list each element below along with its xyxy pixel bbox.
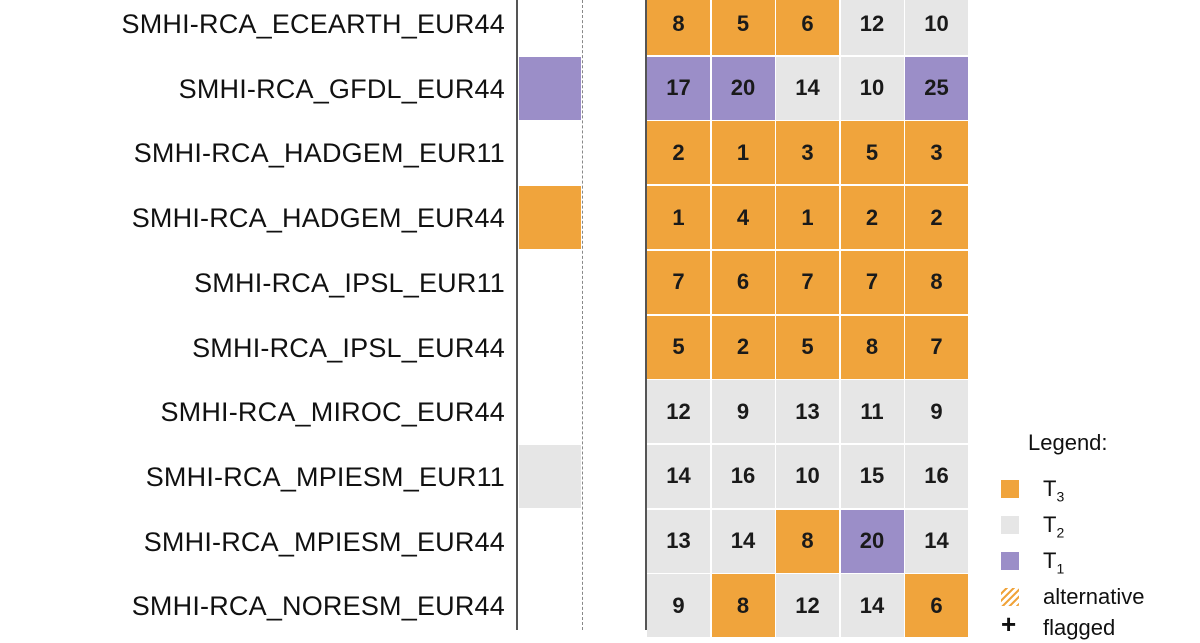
side-indicator-cell (519, 444, 581, 508)
left-axis-line (516, 0, 518, 630)
heatmap-cell: 13 (776, 380, 839, 444)
plus-icon: + (1001, 609, 1017, 639)
heatmap-cell: 16 (711, 444, 775, 508)
heatmap-cell: 8 (711, 574, 775, 638)
legend-title: Legend: (1028, 430, 1108, 455)
heatmap-cell: 17 (647, 56, 710, 120)
heatmap-cell: 25 (905, 56, 968, 120)
heatmap-cell: 12 (776, 574, 839, 638)
heatmap-cell: 6 (776, 0, 839, 55)
heatmap-cell: 1 (776, 186, 839, 250)
heatmap-cell: 5 (776, 315, 839, 379)
row-label: SMHI-RCA_MIROC_EUR44 (160, 397, 505, 428)
row-label: SMHI-RCA_MPIESM_EUR44 (143, 526, 505, 557)
heatmap-cell: 6 (905, 574, 968, 638)
heatmap-cell: 14 (905, 509, 968, 573)
heatmap-cell: 20 (711, 56, 775, 120)
heatmap-cell: 9 (711, 380, 775, 444)
row-label: SMHI-RCA_HADGEM_EUR44 (131, 203, 505, 234)
heatmap-cell: 2 (647, 121, 710, 185)
legend-label: flagged (1043, 615, 1116, 640)
row-label: SMHI-RCA_IPSL_EUR11 (194, 267, 505, 298)
hatch-icon (1001, 588, 1019, 606)
side-indicator-cell (519, 56, 581, 120)
legend-item-T3: T3 (995, 474, 1195, 504)
heatmap-cell: 6 (711, 250, 775, 314)
heatmap-cell: 9 (647, 574, 710, 638)
legend-item-T2: T2 (995, 510, 1195, 540)
heatmap-cell: 20 (840, 509, 904, 573)
legend-item-flagged: + flagged (995, 609, 1195, 643)
legend-label: T1 (1043, 548, 1065, 577)
legend-swatch-T1 (1001, 552, 1019, 570)
grid-left-border (645, 0, 647, 630)
row-label: SMHI-RCA_HADGEM_EUR11 (133, 138, 505, 169)
heatmap-cell: 8 (776, 509, 839, 573)
heatmap-cell: 15 (840, 444, 904, 508)
heatmap-cell: 14 (711, 509, 775, 573)
legend-swatch-T3 (1001, 480, 1019, 498)
heatmap-chart: SMHI-RCA_ECEARTH_EUR44 8 5 6 12 10 SMHI-RCA_GF… (121, 0, 1195, 640)
row-label: SMHI-RCA_MPIESM_EUR11 (145, 461, 505, 492)
heatmap-cell: 14 (776, 56, 839, 120)
heatmap-cell: 12 (647, 380, 710, 444)
row-label: SMHI-RCA_GFDL_EUR44 (178, 73, 505, 104)
heatmap-cell: 7 (905, 315, 968, 379)
heatmap-cell: 7 (647, 250, 710, 314)
row-label: SMHI-RCA_IPSL_EUR44 (192, 332, 505, 363)
heatmap-cell: 2 (840, 186, 904, 250)
heatmap-cell: 7 (776, 250, 839, 314)
heatmap-cell: 10 (840, 56, 904, 120)
heatmap-cell: 8 (905, 250, 968, 314)
heatmap-cell: 10 (905, 0, 968, 55)
heatmap-cell: 7 (840, 250, 904, 314)
heatmap-cell: 5 (840, 121, 904, 185)
heatmap-cell: 14 (647, 444, 710, 508)
heatmap-cell: 4 (711, 186, 775, 250)
heatmap-cell: 5 (711, 0, 775, 55)
heatmap-cell: 16 (905, 444, 968, 508)
heatmap-cell: 8 (840, 315, 904, 379)
heatmap-cell: 1 (711, 121, 775, 185)
heatmap-cell: 11 (840, 380, 904, 444)
legend-item-T1: T1 (995, 546, 1195, 576)
heatmap-cell: 1 (647, 186, 710, 250)
row-label: SMHI-RCA_NORESM_EUR44 (131, 591, 505, 622)
heatmap-cell: 3 (776, 121, 839, 185)
legend-label: T3 (1043, 476, 1065, 505)
legend-label: alternative (1043, 584, 1145, 609)
legend-swatch-T2 (1001, 516, 1019, 534)
heatmap-cell: 13 (647, 509, 710, 573)
legend-item-alternative: alternative (995, 582, 1195, 612)
heatmap-cell: 3 (905, 121, 968, 185)
heatmap-cell: 8 (647, 0, 710, 55)
heatmap-cell: 9 (905, 380, 968, 444)
heatmap-cell: 14 (840, 574, 904, 638)
heatmap-cell: 2 (905, 186, 968, 250)
heatmap-cell: 5 (647, 315, 710, 379)
heatmap-cell: 10 (776, 444, 839, 508)
heatmap-cell: 12 (840, 0, 904, 55)
heatmap-cell: 2 (711, 315, 775, 379)
legend-label: T2 (1043, 512, 1065, 541)
row-label: SMHI-RCA_ECEARTH_EUR44 (121, 9, 505, 39)
dashed-separator (582, 0, 583, 630)
side-indicator-cell (519, 186, 581, 250)
